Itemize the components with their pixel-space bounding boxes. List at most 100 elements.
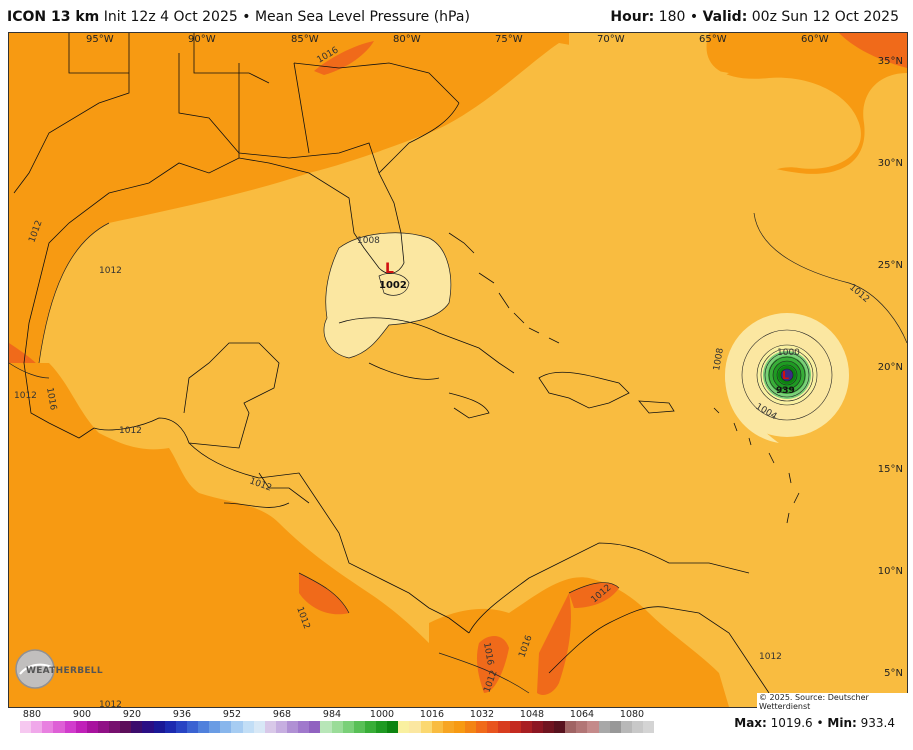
logo-text: WEATHERBELL <box>26 666 103 676</box>
lon-label: 80°W <box>393 34 421 45</box>
colorbar-swatch <box>498 721 510 733</box>
isobar-label: 1012 <box>14 391 37 401</box>
colorbar-tick-label: 984 <box>322 709 342 720</box>
colorbar-swatch <box>86 721 98 733</box>
isobar-label: 1016 <box>44 387 58 412</box>
model-name: ICON 13 km <box>7 9 100 25</box>
colorbar-swatch <box>109 721 121 733</box>
colorbar-swatch <box>476 721 488 733</box>
pressure-map[interactable]: 1012 1012 1012 1012 1016 1008 1008 1000 … <box>8 32 908 708</box>
colorbar-swatch <box>264 721 276 733</box>
colorbar-tick-label: 1016 <box>419 709 445 720</box>
lon-label: 70°W <box>597 34 625 45</box>
colorbar-swatch <box>175 721 187 733</box>
colorbar-swatch <box>609 721 621 733</box>
colorbar-swatch <box>142 721 154 733</box>
colorbar-swatch <box>643 721 655 733</box>
colorbar-swatch <box>620 721 632 733</box>
colorbar-swatch <box>242 721 254 733</box>
colorbar-swatch <box>453 721 465 733</box>
colorbar-swatch <box>53 721 65 733</box>
lat-label: 30°N <box>877 158 903 169</box>
colorbar-swatch <box>531 721 543 733</box>
colorbar-swatch <box>120 721 132 733</box>
colorbar-swatch <box>387 721 399 733</box>
colorbar-swatch <box>298 721 310 733</box>
isobar-label: 1012 <box>99 700 122 707</box>
colorbar-swatch <box>465 721 477 733</box>
stats-separator: • <box>816 716 824 730</box>
low-marker: L <box>385 261 394 277</box>
colorbar-swatch <box>186 721 198 733</box>
hour-value: 180 <box>658 9 686 25</box>
isobar-label: 1008 <box>357 236 380 246</box>
isobar-label: 1016 <box>481 642 495 667</box>
colorbar-tick-label: 952 <box>222 709 242 720</box>
colorbar <box>20 721 655 733</box>
valid-value: 00z Sun 12 Oct 2025 <box>751 9 899 25</box>
forecast-time: Hour: 180 • Valid: 00z Sun 12 Oct 2025 <box>610 9 899 25</box>
coastlines <box>13 33 770 694</box>
hour-label: Hour: <box>610 9 655 25</box>
isobar-label: 1000 <box>777 348 800 358</box>
colorbar-swatch <box>353 721 365 733</box>
lat-label: 20°N <box>877 362 903 373</box>
colorbar-swatch <box>576 721 588 733</box>
colorbar-swatch <box>631 721 643 733</box>
colorbar-swatch <box>542 721 554 733</box>
lon-label: 65°W <box>699 34 727 45</box>
colorbar-tick-label: 1048 <box>519 709 545 720</box>
colorbar-swatch <box>442 721 454 733</box>
lat-label: 15°N <box>877 464 903 475</box>
low-pressure-value: 1002 <box>379 280 407 291</box>
lat-label: 35°N <box>877 56 903 67</box>
lon-label: 90°W <box>188 34 216 45</box>
min-label: Min: <box>827 716 857 730</box>
colorbar-swatch <box>287 721 299 733</box>
colorbar-swatch <box>376 721 388 733</box>
init-time: Init 12z 4 Oct 2025 <box>103 9 238 25</box>
lon-label: 75°W <box>495 34 523 45</box>
storm-core <box>781 369 793 381</box>
colorbar-swatch <box>31 721 43 733</box>
max-label: Max: <box>734 716 767 730</box>
colorbar-swatch <box>331 721 343 733</box>
islands <box>448 232 800 524</box>
storm-pressure-value: 939 <box>776 386 795 396</box>
florida-low-area <box>323 232 451 358</box>
valid-label: Valid: <box>702 9 748 25</box>
colorbar-swatch <box>398 721 410 733</box>
lon-label: 60°W <box>801 34 829 45</box>
central-america-high <box>9 363 439 707</box>
colorbar-swatch <box>97 721 109 733</box>
stats-readout: Max: 1019.6 • Min: 933.4 <box>734 716 895 730</box>
colorbar-tick-label: 920 <box>122 709 142 720</box>
colorbar-tick-label: 880 <box>22 709 42 720</box>
colorbar-swatch <box>565 721 577 733</box>
colorbar-tick-label: 968 <box>272 709 292 720</box>
colorbar-swatch <box>42 721 54 733</box>
colorbar-swatch <box>198 721 210 733</box>
weatherbell-logo <box>15 649 55 689</box>
colorbar-swatch <box>320 721 332 733</box>
colorbar-swatch <box>75 721 87 733</box>
isobar-label: 1012 <box>119 426 142 436</box>
isobars <box>9 212 907 694</box>
colorbar-swatch <box>409 721 421 733</box>
south-america-high <box>429 577 729 707</box>
colorbar-swatch <box>253 721 265 733</box>
valid-separator: • <box>689 9 699 25</box>
lon-label: 85°W <box>291 34 319 45</box>
title-separator: • <box>242 9 251 25</box>
isobar-label: 1012 <box>99 266 122 276</box>
colorbar-swatch <box>309 721 321 733</box>
map-canvas: 1012 1012 1012 1012 1016 1008 1008 1000 … <box>9 33 907 707</box>
storm-marker: L <box>782 369 789 382</box>
min-value: 933.4 <box>860 716 895 730</box>
colorbar-tick-label: 1000 <box>369 709 395 720</box>
colorbar-swatch <box>431 721 443 733</box>
colorbar-swatch <box>131 721 143 733</box>
lon-label: 95°W <box>86 34 114 45</box>
colorbar-swatch <box>554 721 566 733</box>
isobar-label: 1012 <box>759 652 782 662</box>
